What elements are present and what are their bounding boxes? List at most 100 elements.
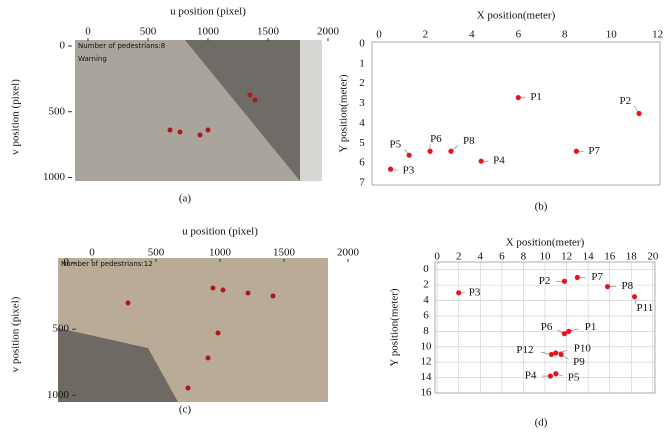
x-tick-label: 0 (434, 251, 440, 263)
point (406, 152, 412, 158)
point-label: P8 (622, 280, 634, 292)
x-tick-label: 12 (561, 251, 572, 263)
y-tick-label: 12 (421, 356, 432, 368)
point (636, 110, 642, 117)
x-tick-label: 18 (626, 251, 638, 263)
point (631, 294, 638, 300)
point-label: P2 (619, 95, 631, 107)
photo-person (220, 287, 226, 293)
point-label: P11 (637, 302, 654, 314)
photo-person (167, 127, 173, 133)
y-tick-label: 2 (423, 279, 429, 291)
x-tick-label: 1500 (273, 247, 296, 259)
point (456, 290, 462, 296)
photo-person (270, 293, 276, 299)
x-tick-label: 6 (499, 251, 505, 263)
y-tick-label: 4 (359, 117, 365, 129)
caption: (d) (535, 417, 548, 429)
point-label: P8 (463, 135, 475, 147)
point-label: P4 (493, 155, 505, 167)
point (448, 148, 454, 154)
point (558, 351, 564, 358)
point-label: P3 (469, 286, 481, 298)
y-tick-label: 0 (359, 38, 365, 50)
point-label: P7 (591, 271, 603, 283)
caption: (c) (179, 404, 192, 416)
point-label: P3 (403, 165, 415, 177)
photo-strip (300, 40, 322, 181)
y-axis-title: Y position(meter) (338, 74, 350, 152)
point-label: P12 (516, 344, 533, 356)
x-axis-title: u position (pixel) (182, 226, 258, 238)
point-label: P7 (588, 145, 600, 157)
y-tick-label: 4 (423, 294, 429, 306)
x-tick-label: 8 (521, 251, 527, 263)
y-axis-title: v position (pixel) (10, 296, 22, 372)
point-label: P2 (539, 275, 551, 287)
y-tick-label: 2 (359, 77, 365, 89)
y-tick-label: 1 (359, 57, 365, 69)
x-tick-label: 1000 (197, 26, 220, 38)
point-label: P5 (568, 371, 580, 383)
y-axis-title: Y position(meter) (389, 288, 401, 366)
x-tick-label: 10 (540, 251, 552, 263)
point (553, 371, 559, 377)
y-tick-label: 6 (423, 309, 429, 321)
point (553, 350, 559, 356)
y-tick-label: 500 (49, 105, 66, 117)
x-tick-label: 1000 (209, 247, 232, 259)
plot-frame (434, 261, 656, 394)
point (604, 284, 611, 290)
y-tick-label: 5 (359, 137, 365, 149)
x-tick-label: 8 (562, 29, 568, 41)
photo-person (185, 385, 191, 391)
x-tick-label: 0 (89, 247, 95, 259)
photo-person (125, 300, 131, 306)
x-tick-label: 1500 (257, 26, 280, 38)
y-tick-label: 7 (359, 177, 365, 189)
y-tick-label: 0 (423, 263, 429, 275)
x-tick-label: 500 (140, 26, 157, 38)
photo-person (215, 330, 221, 336)
point (566, 328, 572, 334)
x-tick-label: 12 (652, 29, 663, 41)
image-panel: u position (pixel) v position (pixel) (c) N… (10, 226, 360, 416)
point (478, 158, 484, 164)
x-axis-title: X position(meter) (506, 237, 585, 249)
point-label: P1 (530, 91, 542, 103)
x-tick-label: 14 (583, 251, 595, 263)
x-tick-label: 4 (478, 251, 484, 263)
y-tick-label: 14 (421, 371, 433, 383)
x-axis-title: X position(meter) (477, 10, 556, 22)
x-tick-label: 10 (606, 29, 618, 41)
x-tick-label: 2000 (337, 247, 360, 259)
point (387, 166, 394, 172)
overlay-text: Number of pedestrians:12 (61, 260, 153, 268)
y-tick-label: 1000 (47, 389, 70, 401)
photo-person (247, 92, 253, 98)
photo-shadow (58, 328, 178, 402)
photo-shadow (185, 40, 300, 181)
point (561, 278, 568, 284)
point-label: P5 (390, 139, 402, 151)
y-tick-label: 0 (64, 257, 70, 269)
photo-person (245, 290, 251, 296)
x-tick-label: 16 (604, 251, 616, 263)
x-tick-label: 20 (647, 251, 659, 263)
y-tick-label: 16 (421, 387, 433, 399)
x-tick-label: 2 (456, 251, 462, 263)
point (574, 274, 580, 281)
photo-person (205, 127, 211, 133)
point-label: P9 (573, 356, 585, 368)
y-tick-label: 500 (53, 323, 70, 335)
x-axis-title: u position (pixel) (170, 6, 246, 18)
scatter-panel: X position(meter) Y position(meter) (b) 0 2 4… (338, 10, 664, 213)
overlay-text: Warning (78, 55, 107, 63)
caption: (b) (535, 201, 548, 213)
point-label: P4 (525, 370, 537, 382)
point (547, 373, 553, 379)
photo-person (197, 132, 203, 138)
point-label: P10 (574, 342, 592, 354)
x-tick-label: 2 (423, 29, 429, 41)
